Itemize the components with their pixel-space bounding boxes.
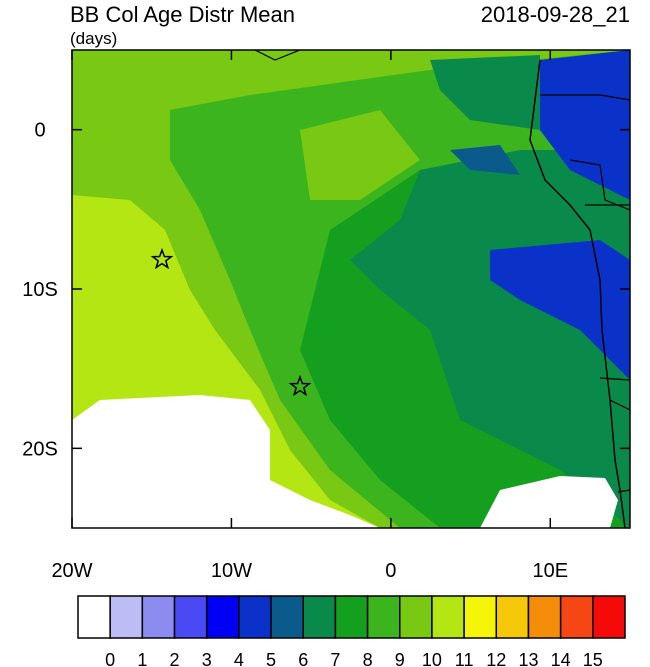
field bbox=[540, 50, 630, 200]
colorbar-label: 3 bbox=[202, 650, 212, 667]
colorbar-label: 9 bbox=[395, 650, 405, 667]
x-tick-label: 0 bbox=[385, 560, 396, 582]
colorbar-label: 0 bbox=[105, 650, 115, 667]
y-tick-label: 20S bbox=[22, 438, 58, 460]
date: 2018-09-28_21 bbox=[481, 2, 630, 27]
colorbar-label: 15 bbox=[583, 650, 603, 667]
colorbar-box bbox=[592, 595, 626, 639]
colorbar-box bbox=[238, 595, 272, 639]
coastline bbox=[254, 50, 301, 61]
colorbar-label: 10 bbox=[422, 650, 442, 667]
border bbox=[599, 377, 630, 381]
field bbox=[450, 145, 520, 175]
colorbar-label: 7 bbox=[330, 650, 340, 667]
title: BB Col Age Distr Mean bbox=[70, 2, 295, 27]
map-field bbox=[72, 50, 630, 528]
x-tick-label: 10E bbox=[532, 560, 568, 582]
colorbar-box bbox=[77, 595, 111, 639]
field bbox=[300, 110, 420, 200]
missing-data bbox=[480, 476, 618, 528]
colorbar-label: 6 bbox=[298, 650, 308, 667]
field bbox=[430, 55, 540, 130]
x-tick-label: 10W bbox=[211, 560, 252, 582]
y-tick-label: 10S bbox=[22, 279, 58, 301]
colorbar-box bbox=[495, 595, 530, 639]
coastline bbox=[529, 59, 626, 528]
field bbox=[490, 240, 630, 380]
missing-data bbox=[72, 395, 380, 528]
colorbar-box bbox=[527, 595, 562, 639]
colorbar-box bbox=[109, 595, 144, 639]
colorbar-label: 2 bbox=[170, 650, 180, 667]
colorbar-box bbox=[173, 595, 208, 639]
colorbar-label: 8 bbox=[363, 650, 373, 667]
colorbar-label: 13 bbox=[518, 650, 538, 667]
colorbar-label: 5 bbox=[266, 650, 276, 667]
colorbar-box bbox=[302, 595, 337, 639]
colorbar-box bbox=[366, 595, 401, 639]
colorbar-box bbox=[463, 595, 498, 639]
border bbox=[609, 399, 630, 411]
colorbar-box bbox=[334, 595, 369, 639]
station-marker bbox=[288, 374, 312, 397]
colorbar-box bbox=[141, 595, 176, 639]
colorbar-label: 4 bbox=[234, 650, 244, 667]
border bbox=[617, 489, 630, 493]
colorbar-box bbox=[399, 595, 433, 639]
border bbox=[540, 94, 630, 101]
x-tick-label: 20W bbox=[51, 560, 92, 582]
colorbar-label: 12 bbox=[486, 650, 506, 667]
station-marker bbox=[150, 247, 174, 270]
colorbar-label: 14 bbox=[551, 650, 571, 667]
colorbar-box bbox=[205, 595, 240, 639]
colorbar-box bbox=[431, 595, 465, 639]
units: (days) bbox=[70, 29, 117, 48]
colorbar-box bbox=[559, 595, 594, 639]
colorbar-box bbox=[270, 595, 304, 639]
y-tick-label: 0 bbox=[34, 120, 45, 142]
colorbar-label: 1 bbox=[137, 650, 147, 667]
colorbar-label: 11 bbox=[455, 650, 474, 667]
